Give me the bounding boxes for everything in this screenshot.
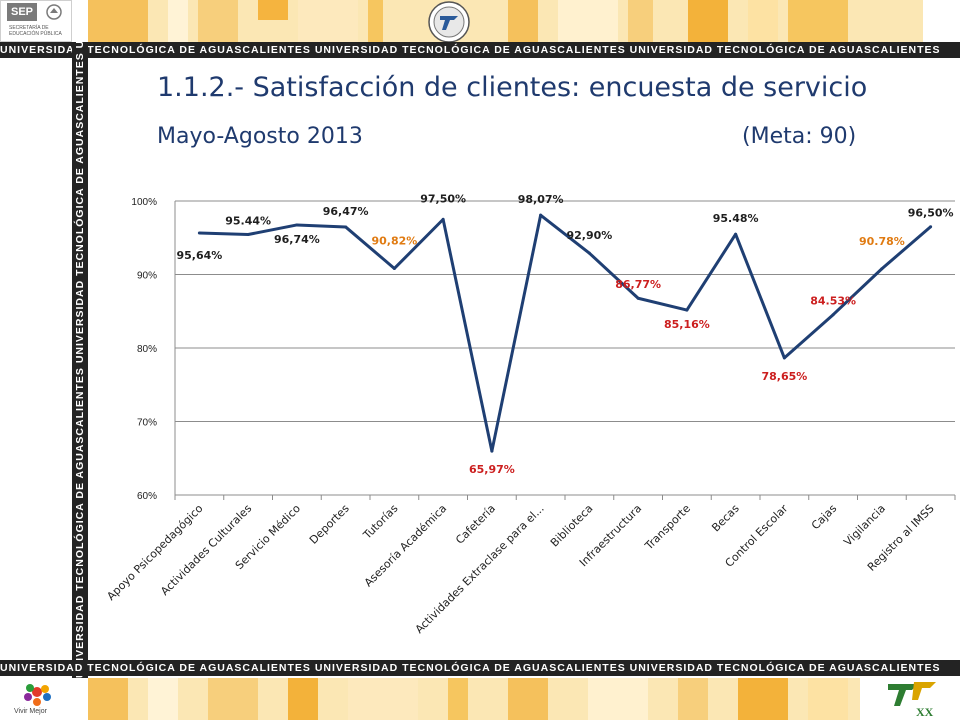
x-category-label: Apoyo Psicopedagógico [104, 502, 205, 603]
y-tick-label: 70% [137, 418, 157, 429]
y-tick-label: 80% [137, 344, 157, 355]
vivir-mejor-label: Vivir Mejor [14, 708, 47, 715]
y-tick-label: 100% [131, 197, 157, 208]
data-label: 95,64% [176, 249, 222, 262]
data-point [636, 296, 640, 300]
slide-subtitle: Mayo-Agosto 2013 [157, 124, 363, 149]
bottom-decorative-pattern [88, 678, 960, 720]
ut-xx-anniversary-logo: XX [888, 682, 936, 719]
data-label: 97,50% [420, 192, 466, 205]
ut-seal-logo [428, 1, 470, 43]
data-point [782, 356, 786, 360]
data-point [831, 313, 835, 317]
bottom-university-strip: UNIVERSIDAD TECNOLÓGICA DE AGUASCALIENTE… [0, 660, 960, 676]
data-point [539, 213, 543, 217]
xx-label: XX [916, 705, 934, 719]
x-category-label: Vigilancia [841, 502, 888, 549]
data-point [490, 449, 494, 453]
x-category-label: Actividades Culturales [158, 502, 254, 598]
top-university-strip: UNIVERSIDAD TECNOLÓGICA DE AGUASCALIENTE… [0, 42, 960, 58]
x-category-label: Cafetería [453, 502, 498, 547]
slide-title: 1.1.2.- Satisfacción de clientes: encues… [157, 72, 868, 103]
data-label: 86,77% [615, 278, 661, 291]
data-label: 95.44% [225, 215, 271, 228]
vertical-university-strip: UNIVERSIDAD TECNOLÓGICA DE AGUASCALIENTE… [72, 42, 88, 678]
data-point [197, 231, 201, 235]
data-label: 90.78% [859, 235, 905, 248]
data-label: 85,16% [664, 318, 710, 331]
data-point [441, 217, 445, 221]
x-category-label: Transporte [642, 502, 693, 553]
x-category-label: Tutorías [360, 502, 401, 543]
data-point [295, 223, 299, 227]
data-point [344, 225, 348, 229]
vertical-strip-text: UNIVERSIDAD TECNOLÓGICA DE AGUASCALIENTE… [74, 42, 86, 678]
data-point [929, 225, 933, 229]
sep-subtitle: SECRETARÍA DE EDUCACIÓN PÚBLICA [9, 25, 62, 37]
data-point [246, 233, 250, 237]
satisfaction-line-chart: 60% 70% 80% 90% 100% Apoyo PsicopedagógicoAct… [104, 192, 956, 636]
data-point [685, 308, 689, 312]
top-decorative-pattern [88, 0, 960, 42]
data-label: 65,97% [469, 463, 515, 476]
data-label: 92,90% [566, 229, 612, 242]
data-label: 96,47% [323, 205, 369, 218]
data-label: 98,07% [518, 193, 564, 206]
x-category-label: Becas [709, 502, 742, 535]
data-label: 84.53% [810, 295, 856, 308]
vivir-mejor-logo [24, 684, 51, 706]
x-category-label: Deportes [307, 502, 352, 547]
x-category-label: Biblioteca [548, 502, 596, 550]
x-category-label: Asesoría Académica [362, 502, 449, 589]
bottom-left-panel [0, 676, 72, 720]
x-category-label: Cajas [809, 502, 840, 533]
data-label: 96,74% [274, 233, 320, 246]
sep-logo-text: SEP [7, 3, 37, 21]
series-line [199, 213, 932, 453]
data-label: 96,50% [908, 207, 954, 220]
data-point [392, 266, 396, 270]
data-label: 90,82% [371, 234, 417, 247]
data-point [880, 267, 884, 271]
goal-label: (Meta: 90) [742, 124, 857, 149]
y-tick-label: 90% [137, 271, 157, 282]
sep-logo: SEP SECRETARÍA DE EDUCACIÓN PÚBLICA [0, 0, 72, 42]
data-point [587, 251, 591, 255]
data-label: 78,65% [761, 370, 807, 383]
y-tick-label: 60% [137, 491, 157, 502]
data-label: 95.48% [713, 212, 759, 225]
bottom-right-panel [860, 676, 960, 720]
data-point [734, 232, 738, 236]
eagle-emblem-icon [46, 4, 62, 20]
